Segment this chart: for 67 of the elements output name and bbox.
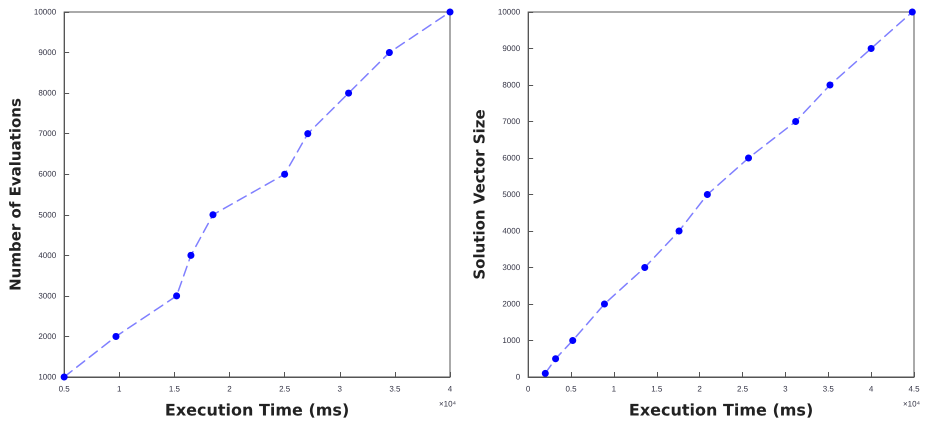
- x-tick-label: 3: [783, 384, 788, 394]
- y-tick-label: 4000: [502, 226, 521, 236]
- x-tick-label: 4: [868, 384, 874, 394]
- y-tick-label: 3000: [38, 291, 57, 300]
- point: [552, 355, 560, 362]
- x-tick-label: 4: [448, 384, 453, 394]
- y-tick-label: 3000: [502, 263, 521, 272]
- x-tick-label: 2: [697, 384, 702, 394]
- x-tick-label: 0: [526, 384, 531, 394]
- y-tick-label: 6000: [38, 170, 57, 179]
- point: [345, 90, 352, 97]
- x-tick-label: 4.5: [908, 384, 920, 394]
- y-tick-label: 1000: [502, 336, 521, 345]
- x-tick-label: 1.5: [168, 384, 180, 394]
- x-tick-label: 2: [227, 384, 232, 394]
- x-tick-label: 3.5: [389, 384, 401, 394]
- point: [641, 264, 648, 271]
- y-tick-label: 8000: [38, 88, 57, 98]
- y-tick-label: 10000: [34, 8, 57, 16]
- point: [112, 332, 120, 340]
- y-tick-label: 8000: [502, 80, 521, 90]
- x-tick-label: 3: [338, 384, 343, 394]
- point: [826, 82, 834, 88]
- y-tick-label: 7000: [502, 117, 521, 126]
- x-tick-label: 0.5: [58, 384, 70, 394]
- y-axis-title: Solution Vector Size: [470, 109, 488, 280]
- point: [908, 8, 916, 16]
- point: [386, 49, 393, 56]
- y-tick-label: 2000: [38, 332, 57, 341]
- x-axis-title: Execution Time (ms): [628, 400, 814, 420]
- y-tick-label: 4000: [38, 250, 57, 260]
- y-tick-label: 1000: [38, 372, 57, 382]
- point: [304, 130, 312, 138]
- y-axis-title: Number of Evaluations: [6, 98, 24, 291]
- point: [600, 300, 608, 308]
- y-tick-label: 10000: [498, 8, 521, 16]
- point: [792, 118, 800, 125]
- x-tick-label: 0.5: [565, 384, 578, 394]
- y-tick-label: 9000: [502, 44, 521, 53]
- x-tick-label: 1: [612, 384, 617, 394]
- point: [569, 337, 576, 344]
- x-tick-label: 1.5: [651, 384, 663, 394]
- point: [704, 191, 711, 198]
- point: [868, 45, 875, 52]
- point: [676, 228, 683, 234]
- point: [542, 370, 549, 377]
- text: ×10⁴: [902, 400, 921, 408]
- point: [281, 170, 288, 178]
- x-tick-label: 3.5: [822, 384, 834, 394]
- x-tick-label: 1: [117, 384, 122, 394]
- y-tick-label: 5000: [38, 210, 57, 220]
- y-tick-label: 2000: [502, 300, 521, 308]
- point: [446, 8, 454, 16]
- y-tick-label: 0: [516, 372, 521, 382]
- text: ×10⁴: [438, 400, 457, 408]
- x-tick-label: 2.5: [279, 384, 291, 394]
- x-axis-title: Execution Time (ms): [164, 400, 350, 420]
- y-tick-label: 9000: [38, 48, 57, 58]
- point: [209, 211, 216, 218]
- y-tick-label: 6000: [502, 154, 521, 162]
- point: [60, 374, 68, 380]
- y-tick-label: 5000: [502, 190, 521, 199]
- point: [187, 252, 194, 259]
- point: [745, 154, 752, 162]
- x-tick-label: 2.5: [736, 384, 749, 394]
- point: [173, 292, 180, 300]
- y-tick-label: 7000: [38, 129, 57, 138]
